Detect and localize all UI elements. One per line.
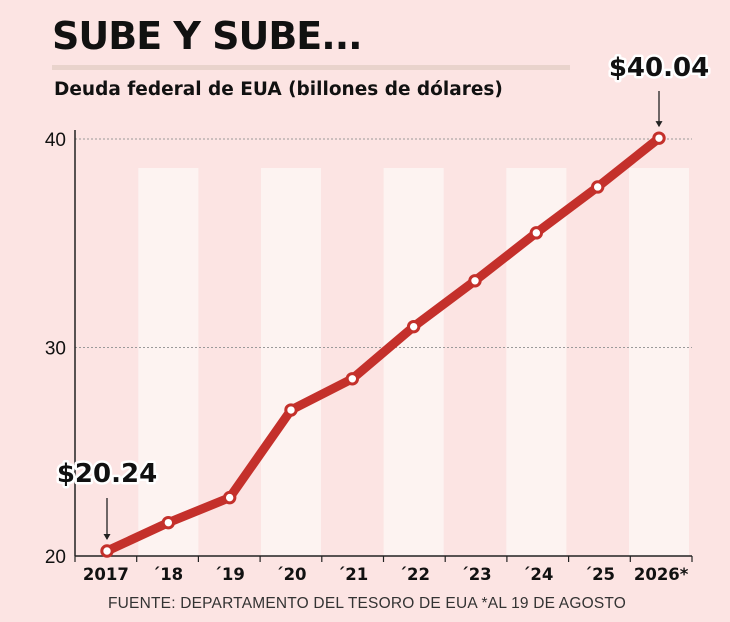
title-divider bbox=[52, 65, 570, 70]
column-band bbox=[628, 168, 690, 556]
annotation-label: $40.04 bbox=[609, 53, 709, 83]
data-point bbox=[345, 372, 360, 386]
column-band bbox=[138, 168, 199, 556]
data-point bbox=[161, 515, 176, 530]
source-note: FUENTE: DEPARTAMENTO DEL TESORO DE EUA *… bbox=[108, 595, 627, 612]
chart-title: SUBE Y SUBE... bbox=[52, 14, 363, 58]
x-tick-label: ´22 bbox=[399, 565, 430, 584]
data-point bbox=[100, 544, 114, 558]
x-tick-label: ´24 bbox=[522, 565, 553, 584]
data-point bbox=[590, 180, 605, 194]
data-points bbox=[100, 131, 666, 558]
annotation-arrow bbox=[655, 121, 663, 128]
x-tick-labels: 2017 ´18 ´19 ´20 ´21 ´22 ´23 ´24 ´25 2026* bbox=[83, 565, 689, 584]
annotation-label: $20.24 bbox=[57, 459, 157, 489]
series-line-group bbox=[102, 133, 664, 556]
y-tick-label: 40 bbox=[45, 130, 66, 151]
annotations: $20.24 $40.04 bbox=[54, 51, 712, 540]
annotation-arrow bbox=[103, 533, 111, 540]
column-band bbox=[383, 168, 444, 556]
y-tick-labels: 20 30 40 bbox=[45, 130, 66, 568]
x-tick-label: 2026* bbox=[634, 565, 689, 584]
data-point bbox=[406, 319, 421, 334]
chart-subtitle: Deuda federal de EUA (billones de dólare… bbox=[54, 79, 503, 100]
x-tick-label: ´18 bbox=[152, 565, 183, 584]
x-tick-label: ´23 bbox=[460, 565, 491, 584]
data-point bbox=[222, 490, 237, 505]
column-bands bbox=[138, 168, 690, 556]
debt-line bbox=[102, 133, 664, 556]
data-point bbox=[652, 131, 666, 145]
data-point bbox=[529, 226, 544, 240]
x-tick-label: ´19 bbox=[214, 565, 245, 584]
y-tick-label: 30 bbox=[45, 339, 66, 360]
x-tick-label: ´21 bbox=[337, 565, 368, 584]
data-point bbox=[468, 274, 482, 288]
x-tick-label: ´25 bbox=[584, 565, 615, 584]
x-tick-label: ´20 bbox=[275, 565, 306, 584]
axes bbox=[74, 130, 693, 562]
column-band bbox=[260, 168, 322, 556]
y-tick-label: 20 bbox=[45, 547, 66, 568]
x-tick-label: 2017 bbox=[83, 565, 129, 584]
data-point bbox=[284, 403, 298, 417]
